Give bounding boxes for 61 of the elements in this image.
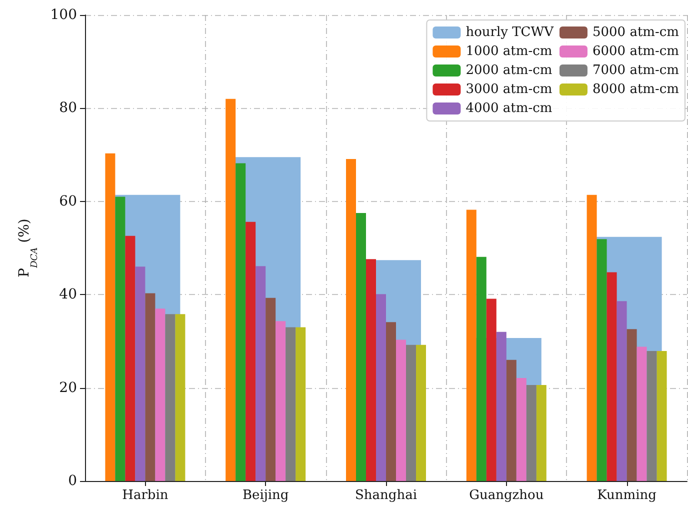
x-tick-label: Guangzhou [469,488,544,503]
bar [526,385,536,481]
bar [386,322,396,481]
bar [536,385,546,481]
bar [296,327,306,481]
bar [226,98,236,481]
bar [626,329,637,481]
bar [606,272,617,481]
bar [516,378,526,481]
y-tick-label: 100 [50,7,77,23]
bar [165,314,176,481]
x-tick-label: Beijing [242,488,289,503]
y-tick-label: 60 [59,193,77,210]
legend-label: 4000 atm-cm [466,101,552,116]
x-tick-label: Harbin [122,488,169,503]
bar [145,293,156,481]
legend-label: 2000 atm-cm [466,63,552,78]
bar [506,360,516,481]
bar [266,298,276,481]
bar [346,158,356,481]
bar [476,256,486,481]
bar [496,332,506,481]
bar [175,314,186,481]
bar [636,346,647,481]
bar [416,344,426,481]
bar [586,194,597,481]
legend-label: 7000 atm-cm [592,63,680,78]
bar [596,239,607,481]
bar [105,153,116,481]
bar [616,301,627,481]
y-tick-label: 0 [68,473,77,489]
bar [236,163,246,481]
bar [486,298,496,481]
bar [656,350,667,481]
y-axis-title: PDCA (%) [16,218,40,278]
x-tick-label: Kunming [597,488,656,503]
bar [286,327,296,481]
bar [466,210,476,481]
x-tick-label: Shanghai [354,488,418,503]
legend-label: 8000 atm-cm [592,82,680,97]
y-tick-label: 80 [59,100,77,116]
bar [396,340,406,481]
bar [125,236,136,481]
y-tick-label: 40 [59,286,77,303]
bar [646,350,657,481]
bar [376,294,386,481]
legend-label: 1000 atm-cm [466,44,552,59]
bar [406,344,416,481]
bar [366,259,376,481]
bar [276,321,286,481]
bar [356,213,366,481]
legend-label: 3000 atm-cm [466,82,552,97]
y-tick-label: 20 [59,380,77,396]
bar [155,308,166,481]
bar [246,222,256,481]
legend-label: hourly TCWV [466,25,554,40]
bar [115,196,126,481]
legend-label: 6000 atm-cm [592,44,680,59]
bar [256,266,266,481]
legend-label: 5000 atm-cm [592,25,680,40]
bar [135,266,146,481]
